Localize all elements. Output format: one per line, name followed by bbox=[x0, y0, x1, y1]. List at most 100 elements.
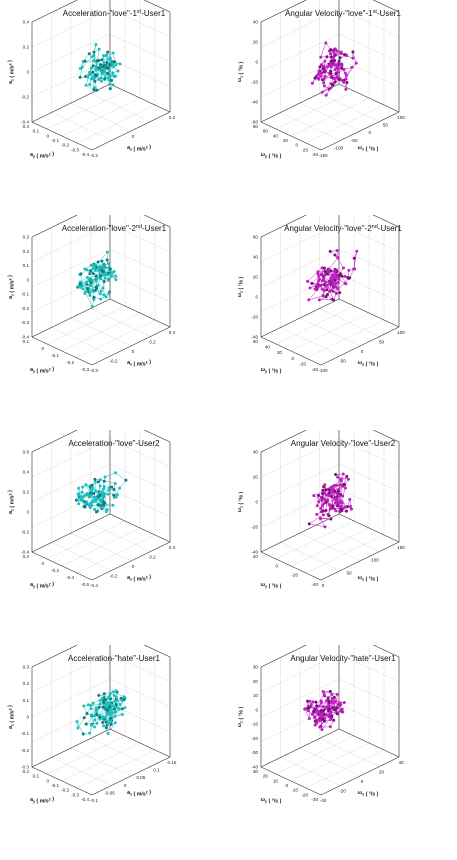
z-tick-label: 30 bbox=[253, 665, 259, 670]
x-tick-label: 0 bbox=[369, 130, 372, 135]
data-point bbox=[314, 721, 318, 725]
data-point bbox=[91, 289, 95, 293]
data-point bbox=[337, 494, 341, 498]
chart-panel-5: Acceleration-"love"-User2 -0.4 -0.2 0 0.2 0.4… bbox=[0, 430, 228, 645]
data-point bbox=[111, 83, 115, 87]
data-point bbox=[347, 268, 351, 272]
data-point bbox=[99, 277, 103, 281]
data-point bbox=[98, 478, 102, 482]
data-point bbox=[323, 59, 327, 63]
data-point bbox=[344, 87, 348, 91]
z-tick-label: 20 bbox=[253, 475, 259, 480]
x-axis-label: ax ( m/s2 ) bbox=[127, 360, 151, 368]
data-point bbox=[101, 505, 105, 509]
data-point bbox=[310, 81, 314, 85]
data-point bbox=[76, 492, 80, 496]
data-point bbox=[118, 702, 122, 706]
data-point bbox=[335, 276, 339, 280]
data-point bbox=[81, 287, 85, 291]
data-point bbox=[334, 499, 338, 503]
z-tick-label: 20 bbox=[253, 679, 259, 684]
data-point bbox=[120, 707, 124, 711]
x-tick-label: 0 bbox=[124, 783, 127, 788]
data-point bbox=[329, 517, 333, 521]
y-tick-label: 0 bbox=[41, 346, 44, 351]
data-point bbox=[78, 75, 82, 79]
data-point bbox=[333, 270, 337, 274]
y-tick-label: 0 bbox=[291, 356, 294, 361]
data-point bbox=[339, 709, 343, 713]
data-point bbox=[87, 503, 91, 507]
data-point bbox=[306, 699, 310, 703]
z-tick-label: -60 bbox=[251, 120, 258, 125]
data-point bbox=[331, 706, 335, 710]
data-point bbox=[330, 714, 334, 718]
y-tick-label: -20 bbox=[301, 147, 308, 152]
z-tick-label: 40 bbox=[253, 20, 259, 25]
data-point bbox=[329, 86, 333, 90]
data-point bbox=[92, 295, 96, 299]
data-point bbox=[114, 471, 118, 475]
data-point bbox=[330, 485, 334, 489]
z-tick-label: -30 bbox=[251, 750, 258, 755]
data-point bbox=[89, 66, 93, 70]
data-point bbox=[337, 502, 341, 506]
z-axis-label: ωz ( °/s ) bbox=[237, 61, 245, 82]
y-tick-label: -40 bbox=[311, 582, 318, 587]
data-point bbox=[329, 74, 333, 78]
data-point bbox=[102, 293, 106, 297]
data-point bbox=[321, 64, 325, 68]
data-point bbox=[106, 492, 110, 496]
data-point bbox=[84, 722, 88, 726]
data-point bbox=[339, 477, 343, 481]
data-point bbox=[105, 61, 109, 65]
data-point bbox=[324, 699, 328, 703]
data-point bbox=[323, 483, 327, 487]
chart-panel-8: Angular Velocity-"hate"-User1 -40 -20 0 20 40… bbox=[229, 645, 457, 860]
z-tick-label: -20 bbox=[251, 80, 258, 85]
data-point bbox=[311, 700, 315, 704]
data-point bbox=[333, 708, 337, 712]
z-axis-label: az ( m/s2 ) bbox=[8, 705, 16, 729]
data-point bbox=[334, 292, 338, 296]
x-tick-label: -0.1 bbox=[90, 798, 98, 803]
data-point bbox=[336, 75, 340, 79]
data-point bbox=[77, 502, 81, 506]
data-point bbox=[332, 695, 336, 699]
data-point bbox=[112, 269, 116, 273]
data-point bbox=[322, 289, 326, 293]
data-point bbox=[342, 67, 346, 71]
data-point bbox=[83, 290, 87, 294]
y-tick-label: -0.1 bbox=[51, 138, 59, 143]
data-point bbox=[322, 77, 326, 81]
data-point bbox=[110, 485, 114, 489]
data-point bbox=[306, 709, 310, 713]
data-point bbox=[113, 721, 117, 725]
data-point bbox=[338, 701, 342, 705]
chart-title: Angular Velocity-"love"-User2 bbox=[291, 439, 396, 448]
data-point bbox=[303, 707, 307, 711]
y-tick-label: -20 bbox=[291, 573, 298, 578]
data-point bbox=[330, 273, 334, 277]
y-tick-label: -0.3 bbox=[71, 792, 79, 797]
y-tick-label: -40 bbox=[311, 367, 318, 372]
data-point bbox=[344, 509, 348, 513]
data-point bbox=[335, 491, 339, 495]
data-point bbox=[93, 725, 97, 729]
data-point bbox=[97, 693, 101, 697]
x-tick-label: 50 bbox=[383, 123, 389, 128]
chart-svg: Angular Velocity-"love"-User2 0 50 100 150 -4… bbox=[237, 430, 405, 590]
data-point bbox=[101, 720, 105, 724]
data-point bbox=[99, 297, 103, 301]
data-point bbox=[340, 66, 344, 70]
z-axis-label: ωz ( °/s ) bbox=[237, 491, 245, 512]
data-point bbox=[101, 487, 105, 491]
data-point bbox=[107, 78, 111, 82]
data-point bbox=[323, 525, 327, 529]
data-point bbox=[89, 707, 93, 711]
data-point bbox=[86, 75, 90, 79]
data-point bbox=[94, 43, 98, 47]
y-tick-label: -0.4 bbox=[66, 575, 74, 580]
z-tick-label: -0.1 bbox=[21, 292, 29, 297]
z-tick-label: 0 bbox=[26, 510, 29, 515]
